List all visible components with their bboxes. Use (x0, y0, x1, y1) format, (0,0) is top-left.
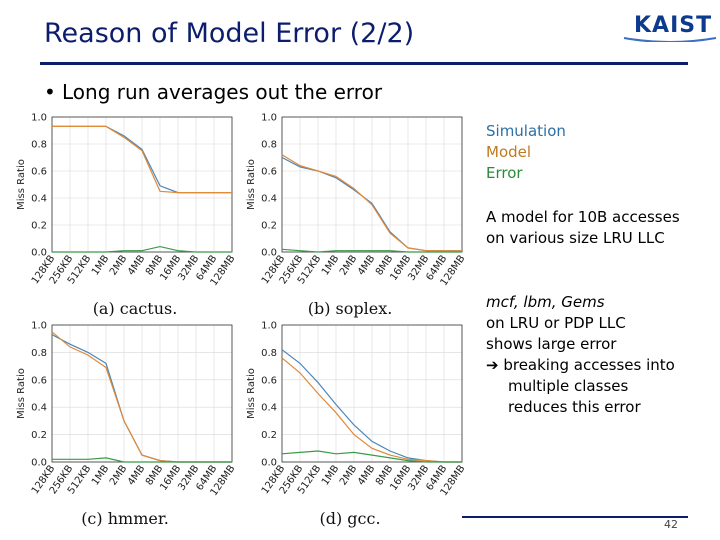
svg-text:KAIST: KAIST (634, 13, 712, 38)
chart-caption-0: (a) cactus. (93, 299, 178, 318)
y-tick-label-0-5: 1.0 (31, 113, 47, 124)
x-tick-label-3-5: 4MB (356, 463, 378, 487)
x-tick-label-1-3: 1MB (320, 253, 342, 277)
note-line-5: ➔ breaking accesses into (486, 356, 675, 374)
chart-caption-3: (d) gcc. (319, 509, 380, 528)
legend-error: Error (486, 164, 523, 182)
series-model-3 (281, 357, 462, 463)
slide-title: Reason of Model Error (2/2) (44, 18, 415, 49)
legend-block: Simulation Model Error (486, 121, 566, 184)
note-line-1: A model for 10B accesses (486, 208, 680, 226)
x-tick-label-3-3: 1MB (320, 463, 342, 487)
main-bullet: • Long run averages out the error (44, 80, 382, 104)
kaist-logo: KAIST (623, 13, 717, 42)
x-tick-label-0-4: 2MB (108, 253, 130, 277)
chart-caption-2: (c) hmmer. (81, 509, 169, 528)
x-tick-label-1-4: 2MB (338, 253, 360, 277)
series-error-1 (281, 248, 462, 253)
y-tick-label-0-0: 0.0 (31, 248, 47, 259)
y-tick-label-1-4: 0.8 (261, 140, 277, 151)
note-block-1: A model for 10B accesses on various size… (486, 207, 680, 249)
series-error-3 (281, 450, 462, 463)
y-tick-label-2-5: 1.0 (31, 321, 47, 332)
note-line-6: multiple classes (508, 377, 629, 395)
x-tick-label-2-5: 4MB (126, 463, 148, 487)
x-tick-label-0-5: 4MB (126, 253, 148, 277)
y-axis-label-1: Miss Ratio (246, 159, 257, 210)
note-line-7: reduces this error (508, 398, 641, 416)
series-error-0 (52, 245, 232, 253)
note-block-2: mcf, lbm, Gems on LRU or PDP LLC shows l… (486, 292, 675, 418)
y-tick-label-2-0: 0.0 (31, 458, 47, 469)
x-tick-label-2-4: 2MB (108, 463, 130, 487)
y-tick-label-0-4: 0.8 (31, 140, 47, 151)
plot-frame-1 (281, 116, 463, 253)
page-number: 42 (664, 518, 678, 531)
y-tick-label-3-0: 0.0 (261, 458, 277, 469)
series-model-1 (281, 154, 462, 252)
y-axis-label-2: Miss Ratio (16, 368, 27, 419)
note-benchmarks: mcf, lbm, Gems (486, 293, 605, 311)
note-line-2: on various size LRU LLC (486, 229, 665, 247)
y-tick-label-3-2: 0.4 (261, 403, 277, 414)
y-tick-label-0-1: 0.2 (31, 221, 47, 232)
y-tick-label-2-2: 0.4 (31, 403, 47, 414)
x-tick-label-1-5: 4MB (356, 253, 378, 277)
y-axis-label-0: Miss Ratio (16, 159, 27, 210)
y-tick-label-3-5: 1.0 (261, 321, 277, 332)
chart-caption-1: (b) soplex. (308, 299, 393, 318)
note-line-4: shows large error (486, 335, 617, 353)
plot-frame-0 (51, 116, 233, 253)
x-tick-label-3-4: 2MB (338, 463, 360, 487)
bullet-icon: • (44, 80, 56, 104)
y-tick-label-0-3: 0.6 (31, 167, 47, 178)
note-line-3: on LRU or PDP LLC (486, 314, 626, 332)
y-tick-label-2-3: 0.6 (31, 375, 47, 386)
y-tick-label-1-5: 1.0 (261, 113, 277, 124)
x-tick-label-0-3: 1MB (90, 253, 112, 277)
y-tick-label-2-1: 0.2 (31, 430, 47, 441)
y-tick-label-1-1: 0.2 (261, 221, 277, 232)
legend-simulation: Simulation (486, 122, 566, 140)
y-tick-label-3-4: 0.8 (261, 348, 277, 359)
y-tick-label-0-2: 0.4 (31, 194, 47, 205)
footer-divider (462, 516, 688, 518)
x-tick-label-2-3: 1MB (90, 463, 112, 487)
bullet-text: Long run averages out the error (62, 80, 383, 104)
series-error-2 (52, 457, 232, 463)
plot-frame-3 (281, 324, 463, 463)
y-axis-label-3: Miss Ratio (246, 368, 257, 419)
y-tick-label-3-1: 0.2 (261, 430, 277, 441)
y-tick-label-1-2: 0.4 (261, 194, 277, 205)
y-tick-label-2-4: 0.8 (31, 348, 47, 359)
series-model-0 (52, 125, 232, 194)
title-underline (40, 62, 688, 65)
y-tick-label-1-3: 0.6 (261, 167, 277, 178)
y-tick-label-1-0: 0.0 (261, 248, 277, 259)
legend-model: Model (486, 143, 532, 161)
y-tick-label-3-3: 0.6 (261, 375, 277, 386)
